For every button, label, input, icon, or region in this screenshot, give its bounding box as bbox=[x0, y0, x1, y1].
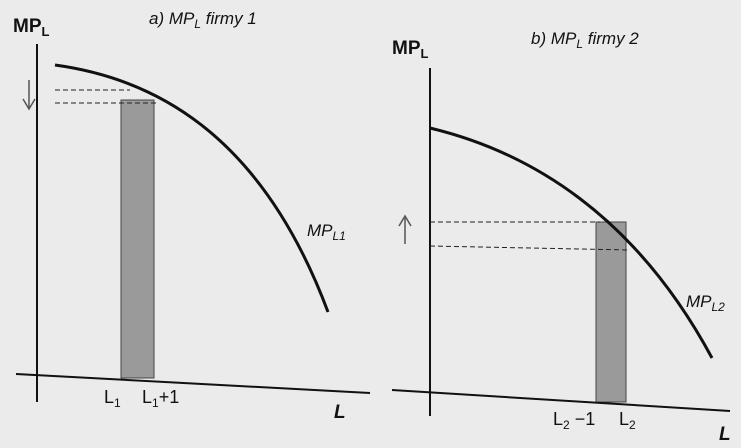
panel-b-x-axis bbox=[391, 389, 731, 412]
panel-b-tick-l2: L2 bbox=[619, 409, 636, 432]
panel-a-x-axis-label: L bbox=[334, 402, 346, 423]
panel-a-x-axis bbox=[15, 373, 371, 394]
panel-b-mp-curve bbox=[429, 126, 714, 359]
panel-a-title: a) MPL firmy 1 bbox=[149, 9, 257, 31]
panel-a-tick-l1: L1 bbox=[104, 387, 121, 410]
panel-a-curve-label: MPL1 bbox=[307, 221, 346, 243]
panel-a-y-axis-label: MPL bbox=[13, 16, 50, 39]
panel-a bbox=[15, 44, 371, 402]
panel-b-tick-l2-minus-1: L2 −1 bbox=[553, 409, 596, 432]
panel-a-down-arrow-icon bbox=[22, 80, 36, 111]
panel-b-x-axis-label: L bbox=[719, 424, 731, 445]
panel-b bbox=[391, 68, 731, 416]
panel-b-curve-label: MPL2 bbox=[686, 292, 725, 314]
panel-b-title: b) MPL firmy 2 bbox=[531, 29, 639, 51]
panel-a-shaded-band bbox=[120, 99, 155, 379]
panel-b-y-axis-label: MPL bbox=[392, 38, 429, 61]
panel-b-dash-lower bbox=[429, 245, 631, 251]
panel-a-mp-curve bbox=[54, 63, 330, 313]
panel-b-shaded-band bbox=[595, 221, 627, 403]
panel-a-tick-l1-plus-1: L1+1 bbox=[142, 387, 180, 410]
panel-b-up-arrow-icon bbox=[398, 214, 412, 244]
